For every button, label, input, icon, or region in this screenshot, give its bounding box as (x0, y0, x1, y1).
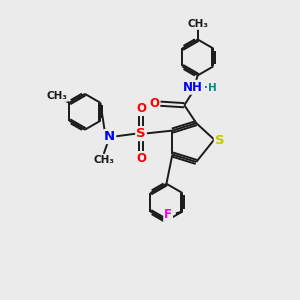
Text: CH₃: CH₃ (46, 91, 67, 101)
Text: NH: NH (183, 81, 203, 94)
Text: O: O (136, 102, 146, 115)
Text: CH₃: CH₃ (187, 19, 208, 29)
Text: CH₃: CH₃ (93, 155, 114, 165)
Text: ·H: ·H (204, 83, 217, 93)
Text: S: S (215, 134, 224, 147)
Text: N: N (104, 130, 115, 143)
Text: F: F (164, 208, 172, 221)
Text: S: S (136, 127, 146, 140)
Text: O: O (149, 97, 159, 110)
Text: O: O (136, 152, 146, 165)
